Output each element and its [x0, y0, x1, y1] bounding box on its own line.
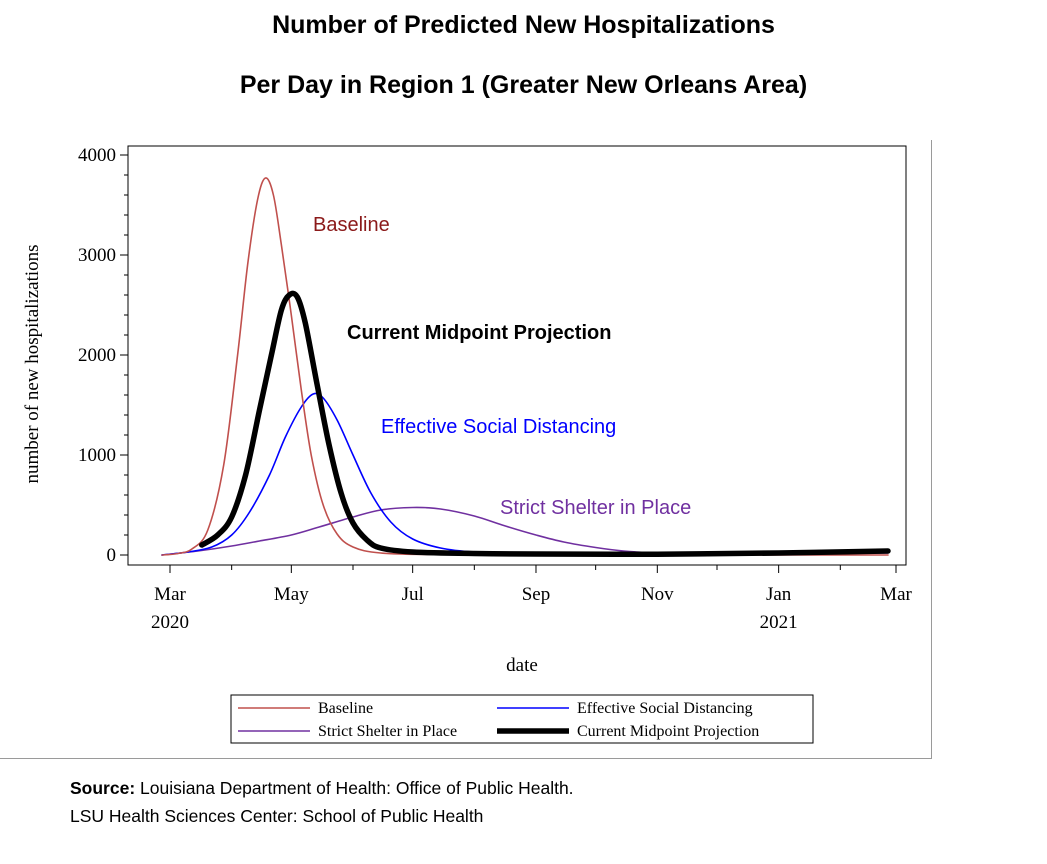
x-tick-label: Sep	[522, 584, 551, 605]
annotation-layer: Baseline Effective Social Distancing Stric…	[313, 214, 691, 519]
source-line1: Source: Louisiana Department of Health: …	[70, 778, 574, 799]
y-tick-label: 2000	[78, 345, 116, 366]
annotation-strict-shelter-in-place: Strict Shelter in Place	[500, 497, 691, 519]
annotation-effective-social-distancing: Effective Social Distancing	[381, 416, 616, 438]
series-layer	[161, 177, 891, 558]
legend-label-strict-shelter-in-place: Strict Shelter in Place	[318, 723, 457, 740]
x-tick-year-label: 2021	[760, 612, 798, 633]
x-axis-label: date	[506, 655, 538, 676]
x-tick-label: May	[274, 584, 309, 605]
y-axis-label: number of new hospitalizations	[22, 244, 43, 483]
annotation-current-midpoint-projection: Current Midpoint Projection	[347, 322, 611, 344]
y-tick-label: 1000	[78, 445, 116, 466]
chart-frame	[0, 140, 932, 759]
source-label: Source:	[70, 778, 136, 798]
x-tick-label: Jan	[766, 584, 792, 605]
legend-label-baseline: Baseline	[318, 700, 373, 717]
legend: Baseline Effective Social Distancing Stric…	[230, 694, 814, 744]
chart-title-line2: Per Day in Region 1 (Greater New Orleans…	[239, 71, 808, 99]
series-line-current-midpoint-projection	[199, 290, 891, 558]
legend-box	[230, 694, 814, 744]
y-tick-label: 0	[107, 545, 117, 566]
y-tick-label: 3000	[78, 245, 116, 266]
y-axis: 0 1000 2000 3000 4000	[78, 145, 128, 566]
x-tick-label: Nov	[641, 584, 674, 605]
y-tick-label: 4000	[78, 145, 116, 166]
x-tick-label: Mar	[154, 584, 186, 605]
chart-title-line1: Number of Predicted New Hospitalizations	[272, 11, 775, 39]
source-line2: LSU Health Sciences Center: School of Pu…	[70, 806, 484, 826]
x-axis: Mar 2020 May Jul Sep Nov Jan 2021 Mar	[151, 565, 912, 633]
chart-canvas: 0 1000 2000 3000 4000 Mar 2020 May Jul Sep Nov Jan…	[22, 145, 912, 744]
x-tick-year-label: 2020	[151, 612, 189, 633]
legend-items: Baseline Effective Social Distancing Stric…	[238, 700, 759, 740]
x-tick-label: Mar	[880, 584, 912, 605]
source-text: Louisiana Department of Health: Office o…	[135, 778, 574, 798]
annotation-baseline: Baseline	[313, 214, 390, 236]
x-tick-label: Jul	[402, 584, 424, 605]
legend-label-current-midpoint-projection: Current Midpoint Projection	[577, 723, 759, 740]
legend-label-effective-social-distancing: Effective Social Distancing	[577, 700, 753, 717]
